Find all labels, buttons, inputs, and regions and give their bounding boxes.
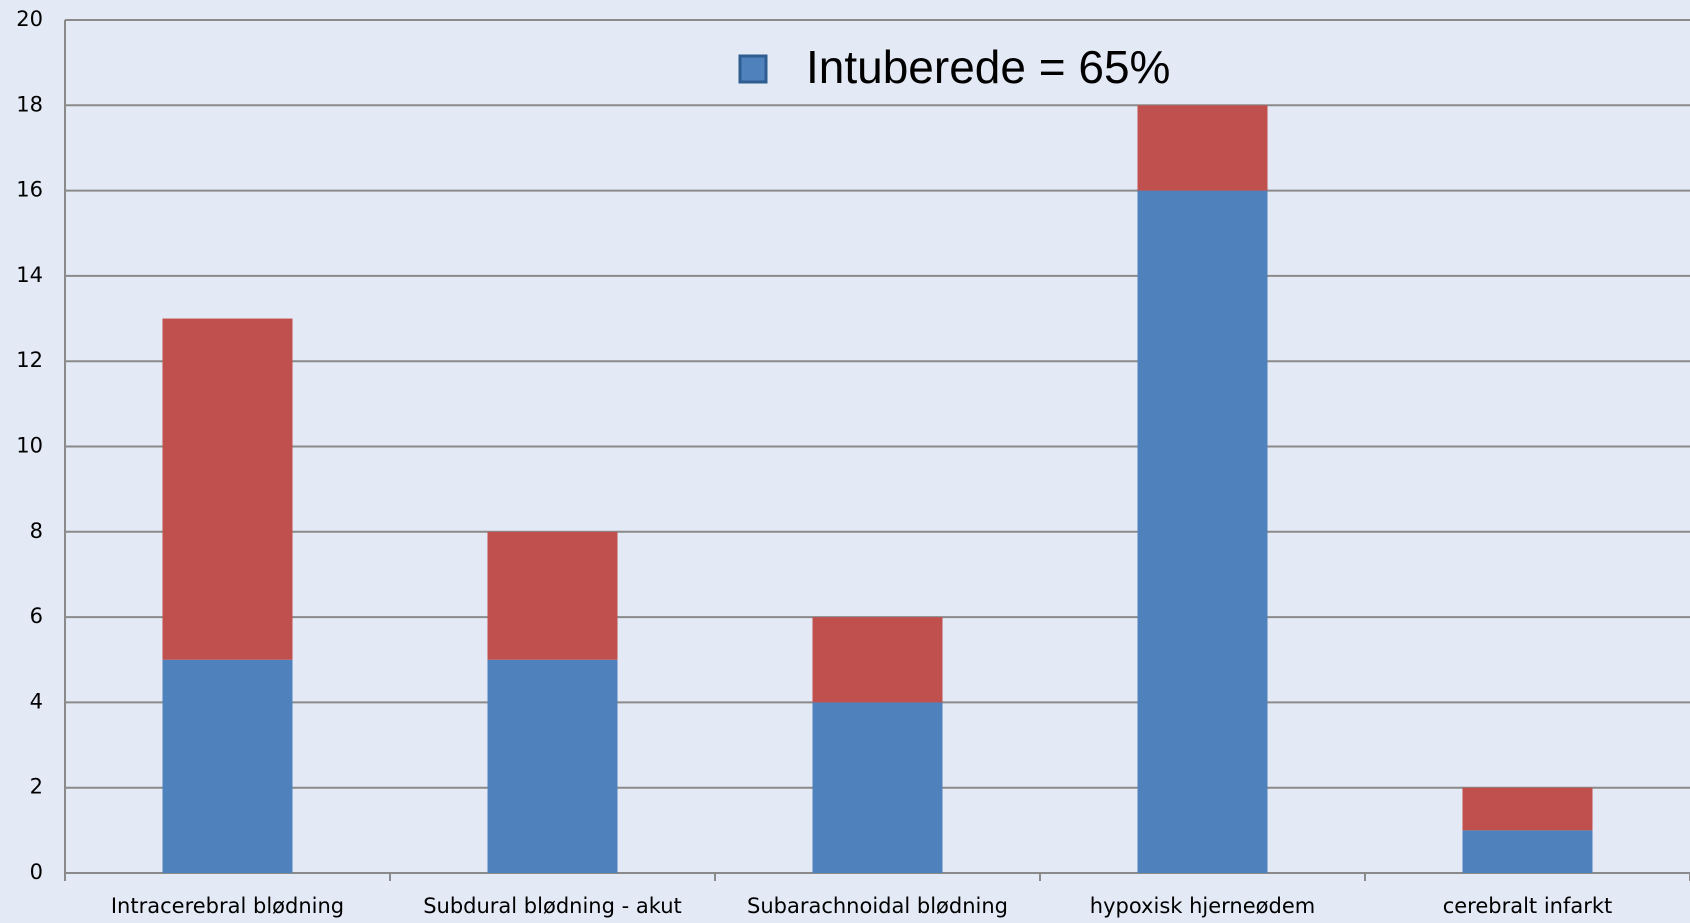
x-tick-label: Intracerebral blødning bbox=[111, 894, 344, 918]
y-tick-label: 6 bbox=[30, 604, 43, 628]
y-tick-label: 8 bbox=[30, 519, 43, 543]
bar-segment bbox=[1137, 190, 1268, 874]
bar-segment bbox=[812, 702, 943, 873]
bar-segment bbox=[487, 531, 618, 660]
y-tick-label: 4 bbox=[30, 689, 43, 713]
y-tick-label: 12 bbox=[16, 348, 43, 372]
x-tick-label: Subdural blødning - akut bbox=[423, 894, 682, 918]
legend-label: Intuberede = 65% bbox=[806, 41, 1170, 93]
bar-segment bbox=[1462, 787, 1593, 831]
bar-segment bbox=[162, 318, 293, 660]
bar-segment bbox=[812, 617, 943, 703]
x-tick-label: hypoxisk hjerneødem bbox=[1090, 894, 1315, 918]
y-tick-label: 20 bbox=[16, 7, 43, 31]
x-tick-label: cerebralt infarkt bbox=[1443, 894, 1613, 918]
bar-segment bbox=[487, 659, 618, 873]
y-tick-label: 10 bbox=[16, 434, 43, 458]
bar-segment bbox=[1137, 105, 1268, 191]
bar-segment bbox=[1462, 830, 1593, 873]
bar-segment bbox=[162, 659, 293, 873]
x-tick-label: Subarachnoidal blødning bbox=[747, 894, 1008, 918]
y-tick-label: 14 bbox=[16, 263, 43, 287]
y-tick-label: 2 bbox=[30, 775, 43, 799]
y-tick-label: 18 bbox=[16, 92, 43, 116]
y-tick-label: 16 bbox=[16, 178, 43, 202]
legend-swatch bbox=[738, 54, 768, 84]
y-tick-label: 0 bbox=[30, 860, 43, 884]
